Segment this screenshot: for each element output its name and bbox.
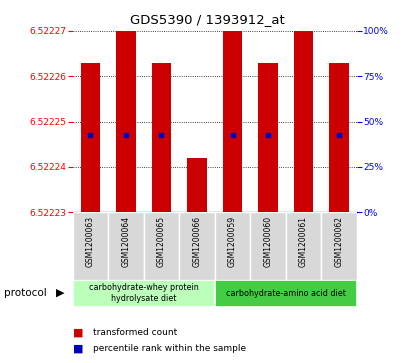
- Bar: [294, 0, 313, 212]
- Bar: [321, 212, 357, 280]
- Text: GSM1200059: GSM1200059: [228, 216, 237, 267]
- Text: GSM1200065: GSM1200065: [157, 216, 166, 267]
- Text: GSM1200063: GSM1200063: [86, 216, 95, 267]
- Bar: [73, 212, 108, 280]
- Text: percentile rank within the sample: percentile rank within the sample: [93, 344, 247, 353]
- Text: GSM1200066: GSM1200066: [193, 216, 202, 267]
- Bar: [179, 212, 215, 280]
- Bar: [286, 212, 321, 280]
- Bar: [144, 212, 179, 280]
- Bar: [187, 158, 207, 212]
- Bar: [81, 63, 100, 212]
- Text: ■: ■: [73, 327, 83, 337]
- Bar: [215, 280, 357, 307]
- Bar: [152, 63, 171, 212]
- Text: GSM1200060: GSM1200060: [264, 216, 273, 267]
- Bar: [223, 0, 242, 212]
- Text: ▶: ▶: [56, 288, 64, 298]
- Text: transformed count: transformed count: [93, 328, 178, 337]
- Text: GDS5390 / 1393912_at: GDS5390 / 1393912_at: [130, 13, 285, 26]
- Bar: [108, 212, 144, 280]
- Text: protocol: protocol: [4, 288, 47, 298]
- Bar: [258, 63, 278, 212]
- Text: GSM1200061: GSM1200061: [299, 216, 308, 267]
- Text: ■: ■: [73, 343, 83, 354]
- Bar: [215, 212, 250, 280]
- Text: carbohydrate-amino acid diet: carbohydrate-amino acid diet: [226, 289, 346, 298]
- Bar: [330, 63, 349, 212]
- Text: carbohydrate-whey protein
hydrolysate diet: carbohydrate-whey protein hydrolysate di…: [89, 284, 198, 303]
- Bar: [116, 0, 136, 212]
- Text: GSM1200064: GSM1200064: [122, 216, 130, 267]
- Bar: [73, 280, 215, 307]
- Text: GSM1200062: GSM1200062: [334, 216, 344, 267]
- Bar: [250, 212, 286, 280]
